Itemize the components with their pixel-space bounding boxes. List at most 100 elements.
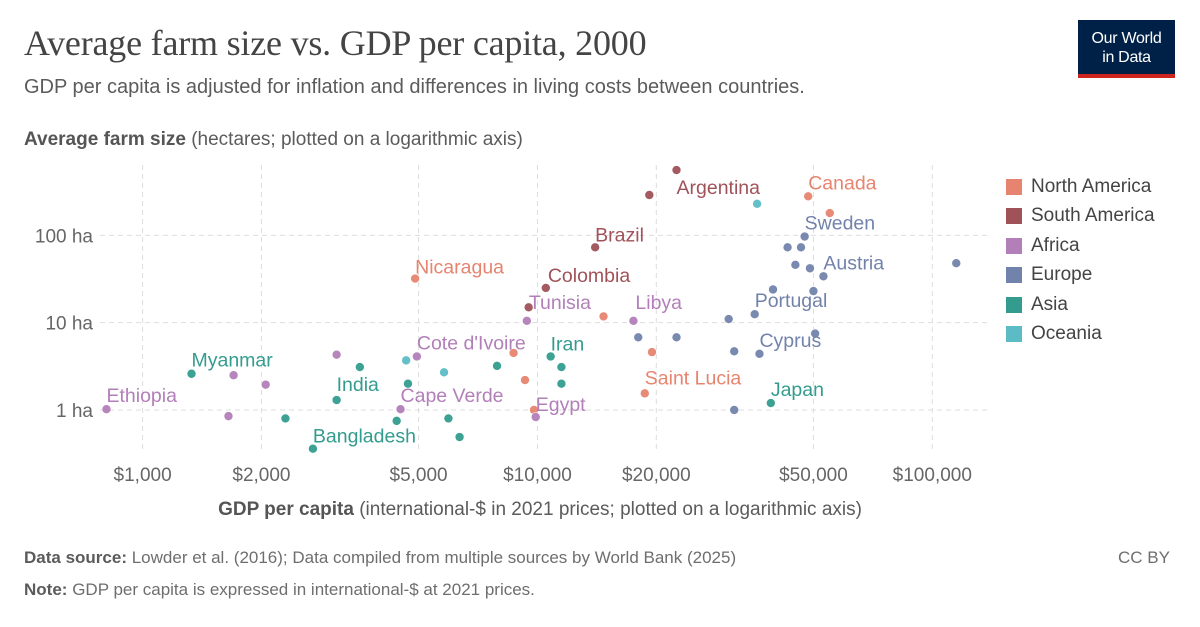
point-56[interactable] bbox=[556, 378, 567, 389]
legend-swatch-oceania bbox=[1006, 326, 1022, 343]
x-tick-label-20-000: $20,000 bbox=[622, 465, 691, 486]
point-austria[interactable] bbox=[818, 271, 829, 282]
point-4[interactable] bbox=[523, 302, 534, 313]
point-41[interactable] bbox=[223, 411, 234, 421]
legend-item-south-america[interactable]: South America bbox=[1006, 202, 1155, 232]
x-axis-label-rest: (international-$ in 2021 prices; plotted… bbox=[354, 499, 862, 520]
point-16[interactable] bbox=[796, 242, 806, 253]
license-link[interactable]: CC BY bbox=[1118, 548, 1170, 567]
point-japan[interactable] bbox=[766, 398, 776, 408]
point-label-brazil: Brazil bbox=[595, 224, 644, 246]
point-22[interactable] bbox=[808, 286, 819, 296]
y-axis-ticks: 1 ha 10 ha 100 ha bbox=[35, 226, 94, 422]
y-axis-label-bold: Average farm size bbox=[24, 129, 186, 150]
point-20[interactable] bbox=[951, 258, 962, 269]
point-label-india: India bbox=[337, 374, 379, 396]
point-myanmar[interactable] bbox=[186, 368, 197, 379]
point-argentina[interactable] bbox=[671, 165, 682, 175]
y-axis-label: Average farm size (hectares; plotted on … bbox=[24, 129, 523, 150]
point-53[interactable] bbox=[492, 361, 502, 371]
legend-item-north-america[interactable]: North America bbox=[1006, 172, 1155, 202]
point-12[interactable] bbox=[647, 347, 657, 357]
point-brazil[interactable] bbox=[590, 242, 600, 253]
point-15[interactable] bbox=[782, 242, 793, 253]
y-tick-label-1-ha: 1 ha bbox=[56, 401, 93, 422]
legend-item-oceania[interactable]: Oceania bbox=[1006, 320, 1155, 350]
point-10[interactable] bbox=[520, 375, 530, 385]
point-india[interactable] bbox=[331, 395, 342, 405]
point-47[interactable] bbox=[403, 378, 413, 389]
legend-item-europe[interactable]: Europe bbox=[1006, 261, 1155, 291]
point-25[interactable] bbox=[810, 328, 820, 339]
x-tick-label-10-000: $10,000 bbox=[503, 465, 572, 486]
chart-subtitle: GDP per capita is adjusted for inflation… bbox=[24, 76, 805, 98]
legend-item-africa[interactable]: Africa bbox=[1006, 231, 1155, 261]
point-iran[interactable] bbox=[545, 351, 556, 362]
x-tick-label-5-000: $5,000 bbox=[390, 465, 448, 486]
point-label-tunisia: Tunisia bbox=[529, 292, 591, 314]
point-libya[interactable] bbox=[628, 316, 639, 326]
point-1[interactable] bbox=[644, 190, 655, 200]
point-label-austria: Austria bbox=[823, 252, 884, 274]
point-28[interactable] bbox=[729, 346, 740, 357]
legend-swatch-europe bbox=[1006, 267, 1022, 284]
point-label-ethiopia: Ethiopia bbox=[106, 385, 177, 407]
gridlines bbox=[100, 165, 990, 452]
point-39[interactable] bbox=[228, 370, 239, 381]
point-canada[interactable] bbox=[803, 191, 814, 202]
point-cyprus[interactable] bbox=[754, 348, 765, 359]
point-label-myanmar: Myanmar bbox=[192, 350, 274, 372]
point-17[interactable] bbox=[790, 260, 801, 270]
point-49[interactable] bbox=[391, 416, 402, 426]
point-33[interactable] bbox=[439, 367, 449, 378]
point-18[interactable] bbox=[805, 263, 815, 274]
legend-item-asia[interactable]: Asia bbox=[1006, 290, 1155, 320]
point-saint-lucia[interactable] bbox=[639, 388, 650, 399]
point-egypt[interactable] bbox=[530, 412, 541, 422]
point-55[interactable] bbox=[556, 362, 567, 372]
point-portugal[interactable] bbox=[749, 309, 760, 320]
point-bangladesh[interactable] bbox=[308, 443, 318, 454]
legend-swatch-africa bbox=[1006, 237, 1022, 254]
point-26[interactable] bbox=[633, 332, 644, 343]
point-cape-verde[interactable] bbox=[395, 404, 406, 415]
point-ethiopia[interactable] bbox=[101, 404, 112, 415]
chart-title: Average farm size vs. GDP per capita, 20… bbox=[24, 23, 647, 63]
point-27[interactable] bbox=[671, 332, 682, 343]
legend-label-africa: Africa bbox=[1031, 234, 1080, 256]
note-label: Note: bbox=[24, 580, 68, 599]
point-31[interactable] bbox=[752, 198, 762, 209]
data-source-label: Data source: bbox=[24, 548, 127, 567]
point-6[interactable] bbox=[824, 208, 835, 218]
point-8[interactable] bbox=[598, 311, 609, 322]
point-46[interactable] bbox=[355, 362, 365, 372]
point-40[interactable] bbox=[260, 379, 271, 390]
point-cote-d-ivoire[interactable] bbox=[412, 351, 422, 362]
point-colombia[interactable] bbox=[541, 283, 551, 293]
note-text: GDP per capita is expressed in internati… bbox=[72, 580, 535, 599]
point-32[interactable] bbox=[401, 355, 411, 366]
point-nicaragua[interactable] bbox=[410, 273, 420, 284]
data-points bbox=[101, 165, 962, 454]
point-tunisia[interactable] bbox=[522, 316, 532, 326]
point-50[interactable] bbox=[443, 413, 454, 424]
point-30[interactable] bbox=[729, 405, 740, 415]
point-9[interactable] bbox=[508, 348, 519, 358]
legend-label-oceania: Oceania bbox=[1031, 323, 1102, 345]
x-axis-ticks: $1,000 $2,000 $5,000 $10,000 $20,000 $50,000 $… bbox=[114, 465, 972, 486]
x-axis-label: GDP per capita (international-$ in 2021 … bbox=[218, 499, 862, 520]
point-21[interactable] bbox=[768, 284, 778, 295]
point-label-canada: Canada bbox=[808, 172, 876, 194]
y-tick-label-10-ha: 10 ha bbox=[45, 314, 93, 335]
data-source: Data source: Lowder et al. (2016); Data … bbox=[24, 548, 736, 568]
owid-logo[interactable]: Our World in Data bbox=[1078, 20, 1175, 78]
point-48[interactable] bbox=[280, 413, 291, 424]
point-37[interactable] bbox=[331, 349, 342, 360]
point-label-cape-verde: Cape Verde bbox=[401, 385, 504, 407]
x-tick-label-2-000: $2,000 bbox=[232, 465, 290, 486]
point-24[interactable] bbox=[723, 314, 734, 324]
point-sweden[interactable] bbox=[799, 231, 810, 242]
point-labels: Argentina Brazil Colombia Canada Nicaragua Sa… bbox=[106, 172, 884, 447]
point-51[interactable] bbox=[454, 432, 465, 442]
